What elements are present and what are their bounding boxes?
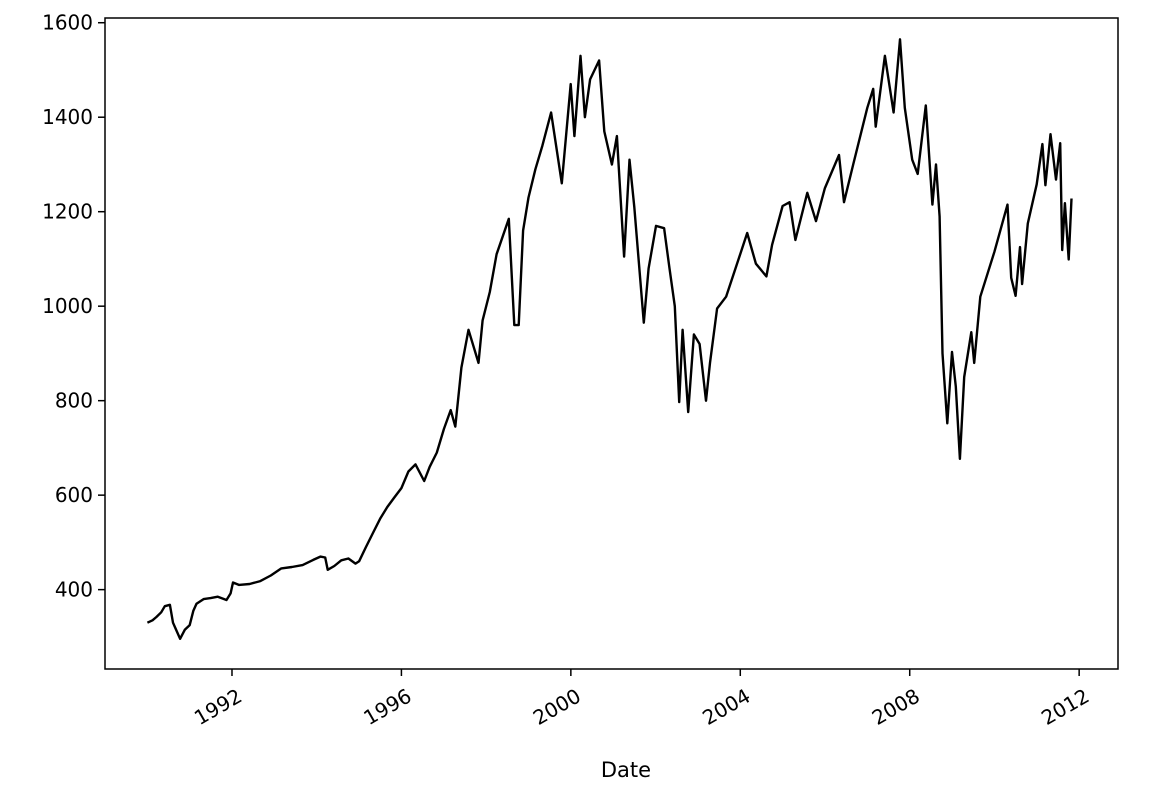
y-tick-label: 1400 (42, 105, 93, 129)
y-tick-label: 1200 (42, 200, 93, 224)
x-tick-label: 1992 (190, 684, 246, 730)
x-tick-label: 2000 (529, 684, 585, 730)
y-tick-label: 600 (55, 483, 93, 507)
y-tick-label: 1000 (42, 294, 93, 318)
x-tick-label: 2008 (868, 684, 924, 730)
y-tick-label: 400 (55, 578, 93, 602)
series-line (146, 38, 1073, 640)
x-axis: 1992 1996 2000 2004 2008 2012 (190, 669, 1093, 730)
y-tick-label: 800 (55, 389, 93, 413)
plot-area (146, 38, 1073, 640)
x-tick-label: 2004 (698, 684, 754, 730)
x-tick-label: 2012 (1037, 684, 1093, 730)
axes-frame (104, 17, 1119, 670)
x-axis-label: Date (601, 758, 651, 782)
x-tick-label: 1996 (359, 684, 415, 730)
y-tick-label: 1600 (42, 11, 93, 35)
y-axis: 400 600 800 1000 1200 1400 1600 (42, 11, 105, 602)
